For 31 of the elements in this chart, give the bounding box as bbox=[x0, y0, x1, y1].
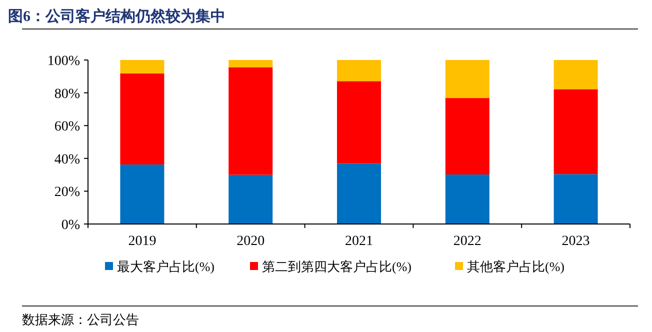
bar bbox=[445, 98, 490, 174]
bar bbox=[445, 174, 490, 224]
bar bbox=[120, 60, 164, 74]
chart-title: 图6：公司客户结构仍然较为集中 bbox=[8, 7, 226, 25]
bar bbox=[554, 174, 598, 224]
bar bbox=[120, 73, 164, 164]
x-tick-label: 2021 bbox=[345, 234, 373, 249]
bar bbox=[120, 164, 164, 224]
x-tick-label: 2023 bbox=[562, 234, 590, 249]
x-tick-label: 2022 bbox=[453, 234, 482, 249]
x-tick-label: 2020 bbox=[236, 234, 265, 249]
bar bbox=[554, 89, 598, 174]
source-note: 数据来源：公司公告 bbox=[22, 312, 139, 327]
bar bbox=[337, 60, 381, 82]
legend-label: 其他客户占比(%) bbox=[467, 259, 564, 274]
bar bbox=[445, 60, 490, 98]
y-tick-label: 20% bbox=[54, 185, 80, 200]
bar bbox=[554, 60, 598, 90]
y-tick-label: 40% bbox=[54, 152, 80, 168]
bar bbox=[228, 67, 273, 175]
x-tick-label: 2019 bbox=[128, 234, 156, 249]
y-tick-label: 100% bbox=[47, 54, 80, 69]
y-tick-label: 60% bbox=[54, 120, 80, 135]
y-tick-label: 0% bbox=[61, 218, 80, 233]
bar bbox=[337, 81, 381, 164]
bar bbox=[228, 174, 273, 224]
bar bbox=[228, 60, 273, 68]
legend-label: 最大客户占比(%) bbox=[117, 259, 214, 274]
legend-label: 第二到第四大客户占比(%) bbox=[262, 259, 412, 274]
bar bbox=[337, 163, 381, 224]
y-tick-label: 80% bbox=[54, 86, 80, 102]
